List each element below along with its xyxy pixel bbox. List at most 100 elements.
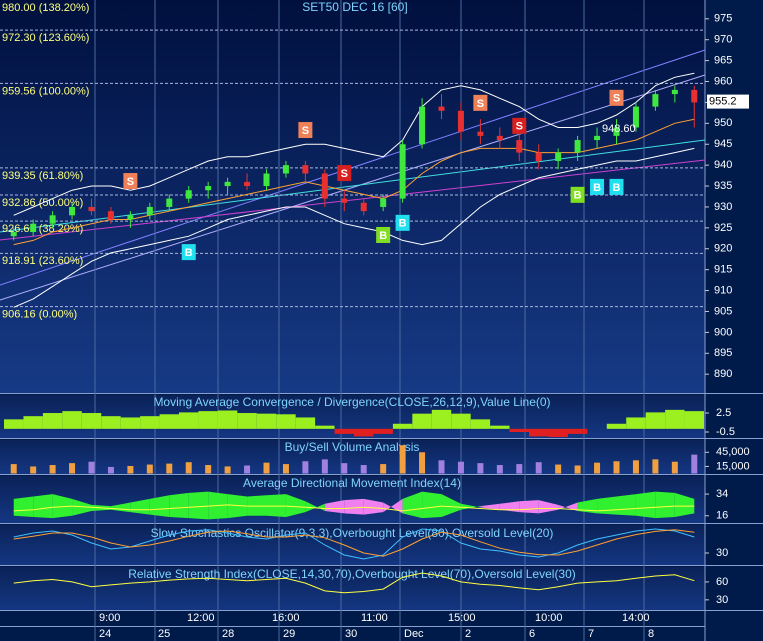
y-tick-label: 905: [714, 305, 732, 317]
di-fill: [655, 491, 675, 519]
volume-bar: [341, 463, 348, 474]
volume-bar: [652, 459, 659, 474]
signal-box: [337, 165, 352, 182]
macd-bar: [431, 409, 452, 429]
volume-bar: [49, 465, 56, 474]
panel-title: Buy/Sell Volume Analysis: [285, 440, 420, 454]
candle-body: [380, 198, 387, 207]
candle-body: [302, 165, 309, 174]
y-tick-label: 930: [714, 201, 732, 213]
di-fill: [285, 494, 306, 517]
candle-body: [516, 140, 523, 153]
y-tick-label: 915: [714, 264, 732, 276]
candle-body: [691, 89, 698, 103]
di-fill: [441, 494, 461, 517]
indicator-line: [13, 147, 695, 308]
macd-bar: [62, 411, 82, 429]
macd-bar: [276, 414, 296, 429]
di-fill: [305, 501, 325, 513]
y-tick-label: 965: [714, 55, 732, 67]
adx-line: [13, 504, 695, 512]
y-tick-label: 940: [714, 159, 732, 171]
di-fill: [422, 491, 442, 519]
signal-box: [376, 226, 391, 243]
panel-title: Moving Average Convergence / Divergence(…: [153, 395, 550, 409]
candle-body: [574, 140, 581, 153]
signal-box: [609, 89, 624, 106]
signal-box: [395, 214, 410, 231]
macd-bar: [451, 413, 471, 429]
signal-label: B: [613, 182, 621, 194]
volume-bar: [321, 459, 328, 474]
y-tick-label: 935: [714, 180, 732, 192]
volume-bar: [438, 460, 445, 474]
volume-bar: [419, 452, 426, 474]
candle-body: [632, 106, 639, 128]
signal-label: B: [399, 218, 407, 230]
candle-body: [10, 232, 17, 237]
volume-bar: [10, 464, 17, 474]
di-fill: [480, 503, 500, 510]
candle-body: [496, 135, 503, 141]
macd-bar: [256, 413, 277, 429]
macd-bar: [237, 413, 257, 429]
signal-box: [512, 117, 527, 134]
fib-label: 972.30 (123.60%): [2, 32, 89, 44]
candle-body: [360, 202, 367, 212]
y-tick-label: 945: [714, 138, 732, 150]
volume-bar: [360, 465, 367, 474]
volume-bar: [302, 461, 309, 474]
volume-panel: [0, 440, 705, 474]
panel-title: Average Directional Movement Index(14): [243, 476, 461, 490]
last-price-label: 955.2: [709, 96, 737, 108]
candle-body: [419, 106, 426, 145]
indicator-line: [13, 118, 695, 246]
indicator-line: [13, 72, 695, 216]
candle-body: [671, 89, 678, 95]
di-fill: [460, 503, 481, 510]
date-label: 7: [588, 628, 594, 640]
di-fill: [169, 492, 189, 519]
di-fill: [130, 498, 150, 515]
signal-label: S: [341, 168, 348, 180]
date-label: 24: [99, 628, 111, 640]
candle-body: [555, 152, 562, 161]
volume-bar: [574, 465, 581, 474]
date-label: 2: [465, 628, 471, 640]
candle-body: [30, 223, 37, 233]
volume-bar: [244, 465, 251, 474]
stoch-line: [13, 528, 695, 560]
time-label: 11:00: [361, 612, 388, 624]
candle-body: [185, 190, 192, 199]
y-tick-label: 45,000: [716, 446, 750, 458]
panel-title: Slow Stochastics Oscillator(9,3,3),Overb…: [151, 526, 554, 540]
y-tick-label: 895: [714, 347, 732, 359]
annotation: 948.60: [602, 123, 636, 135]
macd-bar: [81, 413, 102, 429]
time-label: 9:00: [99, 612, 120, 624]
volume-bar: [594, 462, 601, 474]
macd-bar: [354, 428, 374, 437]
time-label: 10:00: [535, 612, 563, 624]
di-fill: [227, 494, 248, 519]
time-label: 15:00: [448, 612, 476, 624]
signal-label: S: [516, 121, 523, 133]
candle-body: [49, 215, 56, 224]
date-label: 30: [345, 628, 357, 640]
candle-body: [457, 110, 464, 132]
y-tick-label: 970: [714, 34, 732, 46]
macd-bar: [295, 417, 316, 429]
volume-bar: [166, 463, 173, 474]
date-label: Dec: [404, 628, 424, 640]
y-tick-label: 960: [714, 75, 732, 87]
volume-bar: [516, 464, 523, 474]
plot-layer: 9759709659609559509459409359309259209159…: [0, 2, 750, 606]
di-fill: [383, 498, 403, 514]
di-fill: [344, 498, 364, 515]
di-fill: [52, 494, 73, 519]
macd-bar: [217, 410, 238, 429]
macd-bar: [567, 428, 588, 434]
candle-body: [263, 173, 270, 187]
candle-body: [535, 152, 542, 161]
